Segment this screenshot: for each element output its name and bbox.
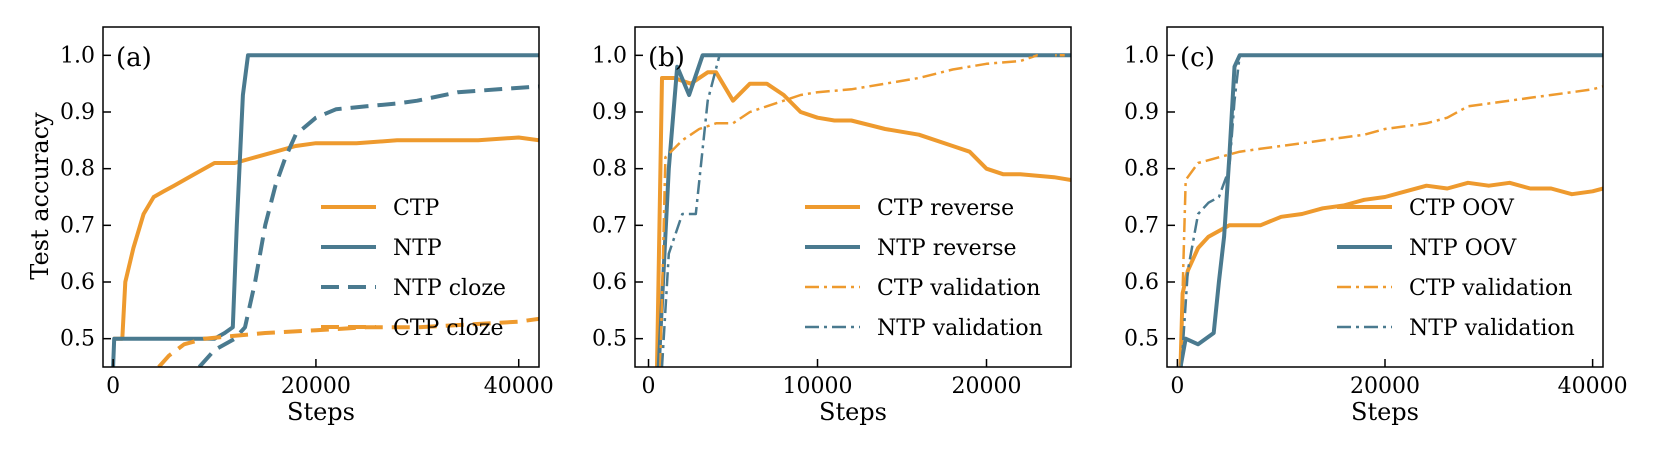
legend-label: CTP cloze [393, 316, 504, 341]
y-tick-label: 0.8 [1124, 157, 1159, 182]
x-tick-label: 0 [1170, 374, 1184, 399]
y-tick-label: 0.6 [592, 270, 627, 295]
x-tick-label: 20000 [1350, 374, 1420, 399]
y-axis-title: Test accuracy [26, 112, 54, 280]
y-tick-label: 1.0 [60, 43, 95, 68]
legend-label: NTP cloze [393, 276, 506, 301]
legend-label: NTP [393, 236, 442, 261]
chart-panel-3: 0 20000 40000 0.5 0.6 0.7 0.8 0.9 1.0 Steps (c) CTP… [1124, 26, 1628, 426]
plot-frame [102, 26, 540, 368]
plot-frame [634, 26, 1072, 368]
legend: CTP OOV NTP OOV CTP validation NTP validati… [1337, 196, 1575, 341]
y-tick-label: 0.9 [1124, 100, 1159, 125]
legend-label: NTP validation [877, 316, 1043, 341]
y-tick-label: 0.5 [1124, 327, 1159, 352]
series-line-ctp-oov [1178, 180, 1603, 367]
y-tick-label: 0.8 [592, 157, 627, 182]
x-tick-label: 40000 [1558, 374, 1628, 399]
y-tick-label: 0.5 [592, 327, 627, 352]
series-line-ctp-cloze [157, 316, 539, 367]
y-tick-label: 0.9 [60, 100, 95, 125]
y-tick-label: 0.7 [1124, 213, 1159, 238]
x-tick-label: 20000 [281, 374, 351, 399]
x-axis-title: Steps [819, 398, 887, 426]
legend-label: NTP OOV [1409, 236, 1517, 261]
y-tick-label: 0.6 [1124, 270, 1159, 295]
legend-label: CTP OOV [1409, 196, 1515, 221]
y-tick-label: 0.7 [592, 213, 627, 238]
series-line-ctp-validation [659, 54, 1071, 367]
x-tick-label: 0 [106, 374, 120, 399]
y-tick-label: 0.7 [60, 213, 95, 238]
legend-label: NTP reverse [877, 236, 1017, 261]
series-line-ntp-validation [660, 54, 1071, 367]
legend-label: NTP validation [1409, 316, 1575, 341]
legend-label: CTP [393, 196, 440, 221]
legend: CTP reverse NTP reverse CTP validation NTP … [805, 196, 1043, 341]
y-tick-label: 1.0 [1124, 43, 1159, 68]
legend-label: CTP validation [877, 276, 1040, 301]
panel-label: (b) [648, 43, 685, 73]
panel-label: (c) [1180, 43, 1215, 73]
legend-label: CTP reverse [877, 196, 1014, 221]
legend-label: CTP validation [1409, 276, 1572, 301]
x-tick-label: 0 [642, 374, 656, 399]
y-tick-label: 0.6 [60, 270, 95, 295]
series-line-ntp-cloze [197, 84, 539, 367]
y-tick-label: 0.9 [592, 100, 627, 125]
x-axis-title: Steps [287, 398, 355, 426]
series-line-ctp-validation [1179, 85, 1603, 367]
x-tick-label: 10000 [783, 374, 853, 399]
x-tick-label: 40000 [484, 374, 554, 399]
series-line-ntp [111, 53, 539, 367]
series-line-ctp [113, 135, 539, 341]
y-tick-label: 0.5 [60, 327, 95, 352]
series-line-ctp-reverse [655, 70, 1071, 367]
y-tick-label: 0.8 [60, 157, 95, 182]
x-tick-label: 20000 [952, 374, 1022, 399]
chart-panel-2: 0 10000 20000 0.5 0.6 0.7 0.8 0.9 1.0 Steps (b) CTP… [592, 26, 1072, 426]
legend: CTP NTP NTP cloze CTP cloze [321, 196, 506, 341]
chart-panel-1: 0 20000 40000 0.5 0.6 0.7 0.8 0.9 1.0 Steps (a) CTP… [60, 26, 554, 426]
y-tick-label: 1.0 [592, 43, 627, 68]
panel-label: (a) [116, 43, 152, 73]
x-axis-title: Steps [1351, 398, 1419, 426]
